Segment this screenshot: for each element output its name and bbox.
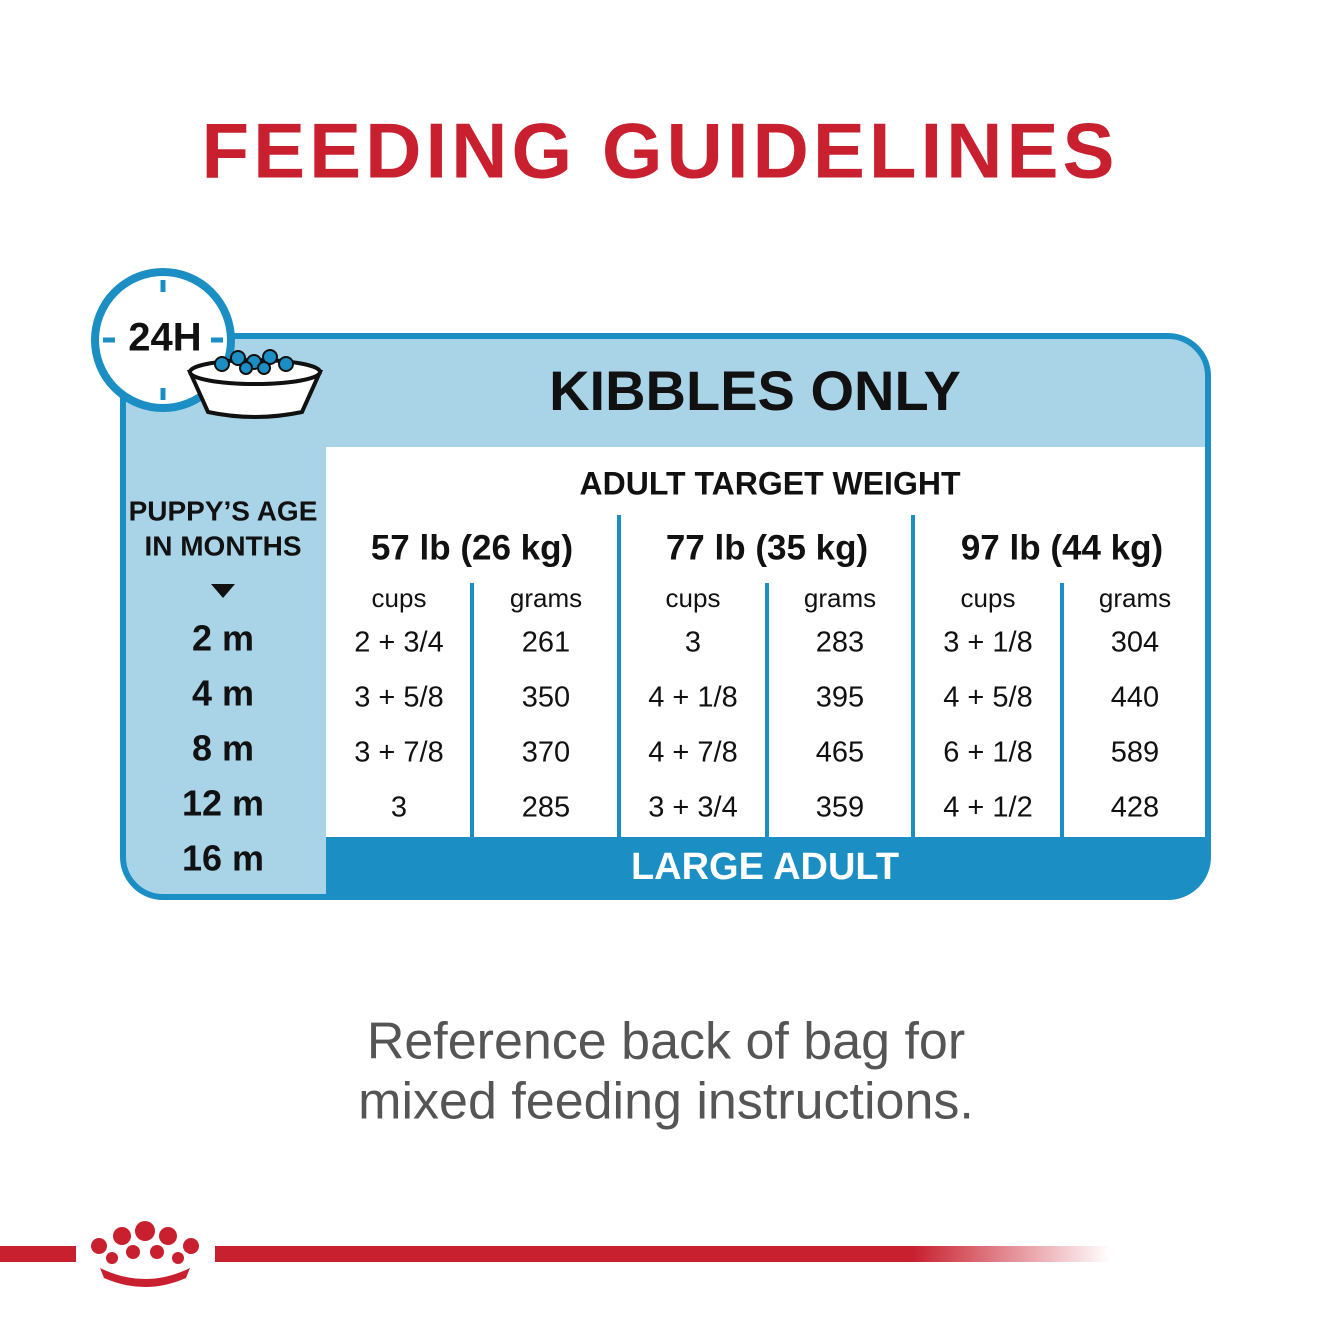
age: 2 m [192, 618, 254, 659]
bowl-icon [186, 349, 324, 419]
cell: 304 [1111, 627, 1159, 659]
unit: grams [1099, 583, 1171, 613]
unit: cups [666, 583, 721, 613]
age-header: PUPPY’S AGE [129, 495, 318, 526]
note: Reference back of bag for [367, 1013, 965, 1071]
cell: 4 + 1/2 [943, 792, 1033, 824]
age-header: IN MONTHS [144, 530, 301, 561]
band-label: LARGE ADULT [631, 846, 899, 888]
weight: 97 lb (44 kg) [961, 528, 1163, 567]
cell: 285 [522, 792, 570, 824]
unit: grams [804, 583, 876, 613]
cell: 3 + 3/4 [648, 792, 738, 824]
cell: 3 + 5/8 [354, 682, 444, 714]
cell: 3 + 1/8 [943, 627, 1033, 659]
age: 8 m [192, 728, 254, 769]
cell: 440 [1111, 682, 1159, 714]
cell: 3 [391, 792, 407, 824]
cell: 589 [1111, 737, 1159, 769]
cell: 4 + 7/8 [648, 737, 738, 769]
note: mixed feeding instructions. [358, 1073, 974, 1131]
cell: 4 + 5/8 [943, 682, 1033, 714]
cell: 261 [522, 627, 570, 659]
weight: 77 lb (35 kg) [666, 528, 868, 567]
arrow [211, 584, 235, 598]
weight-header: ADULT TARGET WEIGHT [580, 465, 961, 501]
cell: 395 [816, 682, 864, 714]
brand-line [0, 1246, 76, 1262]
title: FEEDING GUIDELINES [201, 107, 1118, 195]
cell: 6 + 1/8 [943, 737, 1033, 769]
weight: 57 lb (26 kg) [371, 528, 573, 567]
badge: 24H [128, 316, 201, 360]
brand-line [215, 1246, 1110, 1262]
cell: 359 [816, 792, 864, 824]
card-border [120, 333, 1211, 900]
age: 12 m [182, 783, 264, 824]
cell: 370 [522, 737, 570, 769]
cell: 4 + 1/8 [648, 682, 738, 714]
age: 4 m [192, 673, 254, 714]
cell: 283 [816, 627, 864, 659]
cell: 465 [816, 737, 864, 769]
dividers [470, 515, 1064, 837]
crown-logo [91, 1221, 199, 1287]
cell: 428 [1111, 792, 1159, 824]
unit: cups [961, 583, 1016, 613]
unit: grams [510, 583, 582, 613]
cell: 350 [522, 682, 570, 714]
age: 16 m [182, 838, 264, 879]
table-title: KIBBLES ONLY [549, 359, 961, 422]
cell: 2 + 3/4 [354, 627, 444, 659]
cell: 3 [685, 627, 701, 659]
cell: 3 + 7/8 [354, 737, 444, 769]
unit: cups [372, 583, 427, 613]
